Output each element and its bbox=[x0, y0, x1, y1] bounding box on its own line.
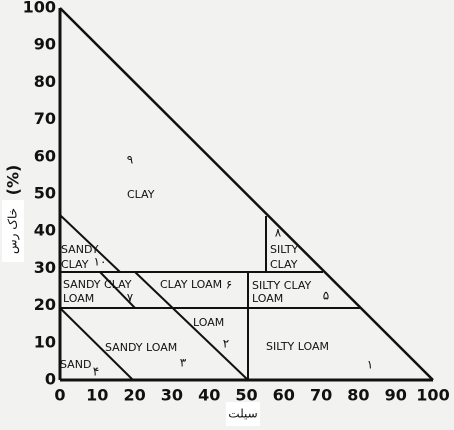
x-tick-label: 10 bbox=[86, 386, 108, 405]
y-tick-label: 30 bbox=[34, 258, 56, 277]
hypotenuse bbox=[59, 7, 434, 381]
x-tick-label: 40 bbox=[198, 386, 220, 405]
x-tick-label: 90 bbox=[385, 386, 407, 405]
boundary bbox=[59, 307, 134, 381]
x-tick-label: 30 bbox=[161, 386, 183, 405]
x-tick-label: 80 bbox=[347, 386, 369, 405]
region-label: CLAY LOAM bbox=[160, 278, 222, 291]
region-number: ۵ bbox=[323, 289, 329, 303]
boundaries bbox=[58, 7, 434, 382]
y-tick-label: 50 bbox=[34, 184, 56, 203]
region-number: ۸ bbox=[275, 226, 282, 240]
region-number: ۹ bbox=[127, 153, 133, 167]
region-number: ۱۰ bbox=[94, 255, 107, 269]
y-tick-label: 40 bbox=[34, 221, 56, 240]
region-number: ۶ bbox=[226, 278, 232, 292]
region-number: ۴ bbox=[93, 365, 99, 379]
region-label: SANDY bbox=[61, 243, 99, 256]
region-label: SANDY LOAM bbox=[105, 341, 177, 354]
y-unit: (%) bbox=[4, 165, 23, 196]
x-tick-label: 60 bbox=[273, 386, 295, 405]
region-number: ۳ bbox=[180, 356, 187, 370]
region-label: SILTY CLAY bbox=[252, 279, 312, 292]
x-tick-label: 0 bbox=[54, 386, 65, 405]
boundary bbox=[99, 271, 136, 309]
region-label: LOAM bbox=[63, 292, 94, 305]
x-tick-label: 50 bbox=[235, 386, 257, 405]
boundary bbox=[59, 214, 121, 273]
region-number: ۲ bbox=[223, 337, 229, 351]
y-tick-label: 80 bbox=[34, 72, 56, 91]
region-number: ۱ bbox=[367, 358, 373, 372]
label-box bbox=[226, 402, 260, 426]
x-tick-label: 100 bbox=[416, 386, 449, 405]
region-label: SILTY bbox=[270, 243, 299, 256]
region-label: LOAM bbox=[252, 292, 283, 305]
y-tick-label: 60 bbox=[34, 146, 56, 165]
region-label: SANDY CLAY bbox=[63, 278, 132, 291]
y-tick-label: 10 bbox=[34, 332, 56, 351]
label-box bbox=[2, 200, 24, 262]
y-title: خاک رس bbox=[6, 208, 21, 254]
region-label: LOAM bbox=[193, 316, 224, 329]
region-label: SILTY LOAM bbox=[266, 340, 329, 353]
region-number: ۷ bbox=[127, 291, 134, 305]
x-tick-label: 70 bbox=[310, 386, 332, 405]
boundary bbox=[134, 271, 249, 381]
y-tick-label: 20 bbox=[34, 295, 56, 314]
region-label: CLAY bbox=[61, 258, 89, 271]
region-label: SAND bbox=[60, 358, 91, 371]
y-tick-label: 70 bbox=[34, 109, 56, 128]
y-tick-label: 100 bbox=[23, 0, 56, 17]
region-label: CLAY bbox=[127, 188, 155, 201]
y-tick-label: 0 bbox=[45, 370, 56, 389]
region-label: CLAY bbox=[270, 258, 298, 271]
y-tick-label: 90 bbox=[34, 35, 56, 54]
x-tick-label: 20 bbox=[123, 386, 145, 405]
x-title: سیلت bbox=[228, 407, 257, 421]
